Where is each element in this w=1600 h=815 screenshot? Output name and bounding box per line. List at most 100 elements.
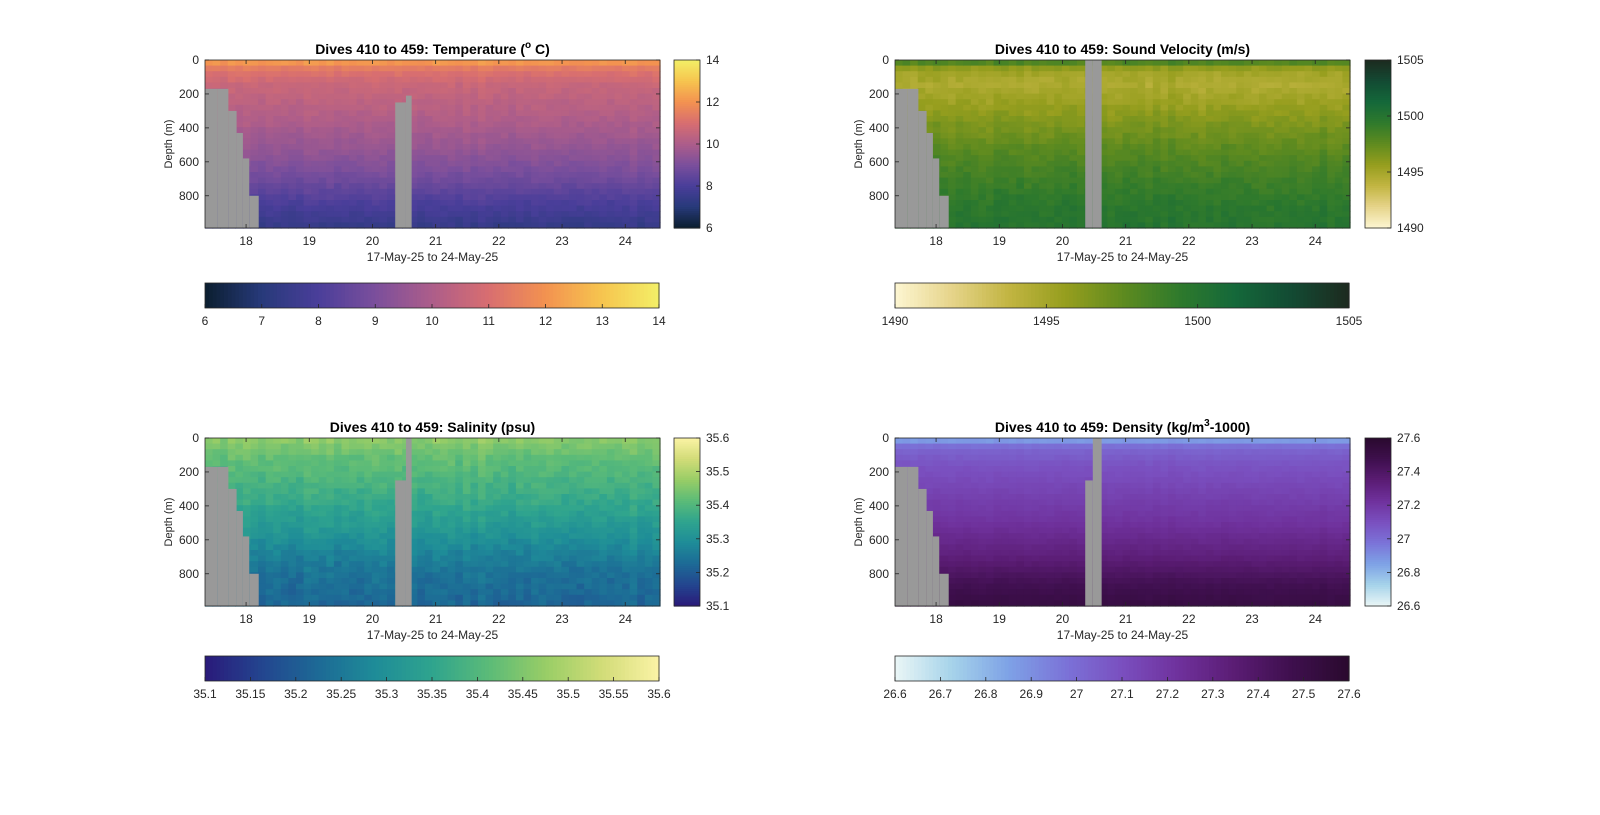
heatmap-cell	[1054, 82, 1063, 89]
heatmap-cell	[470, 177, 479, 184]
heatmap-cell	[940, 104, 949, 111]
heatmap-cell	[1016, 211, 1025, 218]
heatmap-cell	[379, 499, 388, 506]
heatmap-cell	[303, 544, 312, 551]
y-axis-label: Depth (m)	[853, 120, 865, 169]
heatmap-cell	[925, 76, 934, 83]
heatmap-cell	[364, 471, 373, 478]
heatmap-cell	[1274, 132, 1283, 139]
heatmap-cell	[288, 60, 297, 67]
heatmap-cell	[1334, 138, 1344, 145]
heatmap-cell	[1327, 194, 1336, 201]
heatmap-cell	[455, 188, 464, 195]
heatmap-cell	[591, 160, 600, 167]
heatmap-cell	[1069, 76, 1078, 83]
heatmap-cell	[1236, 200, 1245, 207]
heatmap-cell	[1046, 138, 1055, 145]
heatmap-cell	[538, 222, 547, 229]
heatmap-cell	[409, 82, 418, 89]
heatmap-cell	[485, 104, 494, 111]
heatmap-cell	[447, 104, 456, 111]
heatmap-cell	[1266, 127, 1275, 134]
heatmap-cell	[1221, 172, 1230, 179]
heatmap-cell	[273, 194, 282, 201]
heatmap-cell	[288, 510, 297, 517]
heatmap-cell	[1114, 132, 1124, 139]
heatmap-cell	[1183, 211, 1192, 218]
heatmap-cell	[258, 578, 267, 585]
heatmap-cell	[1152, 60, 1162, 67]
heatmap-cell	[637, 116, 646, 123]
heatmap-cell	[387, 127, 396, 134]
x-tick-label: 24	[1309, 234, 1323, 248]
heatmap-cell	[584, 183, 593, 190]
no-data-mask	[217, 88, 229, 229]
heatmap-cell	[258, 600, 267, 607]
heatmap-cell	[614, 121, 623, 128]
heatmap-cell	[1016, 121, 1025, 128]
heatmap-cell	[508, 76, 517, 83]
heatmap-cell	[1114, 127, 1124, 134]
colorbar-swatch	[481, 283, 486, 308]
heatmap-cell	[447, 82, 456, 89]
heatmap-cell	[250, 132, 259, 139]
heatmap-cell	[1069, 127, 1078, 134]
heatmap-cell	[1077, 160, 1086, 167]
colorbar-swatch	[674, 154, 700, 158]
heatmap-cell	[515, 110, 525, 117]
heatmap-cell	[1183, 121, 1192, 128]
heatmap-cell	[205, 76, 214, 83]
heatmap-cell	[652, 149, 661, 156]
heatmap-cell	[963, 211, 972, 218]
heatmap-cell	[485, 76, 494, 83]
heatmap-cell	[940, 132, 949, 139]
heatmap-cell	[1054, 132, 1063, 139]
heatmap-cell	[356, 160, 365, 167]
heatmap-cell	[303, 65, 312, 72]
heatmap-cell	[902, 71, 911, 78]
heatmap-cell	[1099, 121, 1108, 128]
heatmap-cell	[515, 99, 525, 106]
colorbar-swatch	[1193, 283, 1199, 308]
heatmap-cell	[424, 82, 434, 89]
heatmap-cell	[280, 166, 290, 173]
heatmap-cell	[417, 194, 426, 201]
heatmap-cell	[356, 216, 365, 223]
heatmap-cell	[1281, 205, 1290, 212]
colorbar-tick-label: 6	[706, 221, 713, 235]
heatmap-cell	[318, 477, 327, 484]
heatmap-cell	[1061, 71, 1071, 78]
heatmap-cell	[629, 65, 638, 72]
heatmap-cell	[515, 222, 525, 229]
heatmap-cell	[1122, 121, 1131, 128]
heatmap-cell	[553, 216, 563, 223]
heatmap-cell	[1259, 82, 1268, 89]
heatmap-cell	[280, 510, 290, 517]
heatmap-cell	[500, 65, 509, 72]
colorbar-swatch	[1299, 283, 1305, 308]
heatmap-cell	[1296, 144, 1306, 151]
heatmap-cell	[1039, 138, 1048, 145]
heatmap-cell	[523, 144, 532, 151]
heatmap-cell	[1107, 216, 1116, 223]
heatmap-cell	[970, 88, 980, 95]
heatmap-cell	[258, 449, 267, 456]
colorbar-tick-label: 1490	[882, 314, 909, 328]
heatmap-cell	[561, 116, 570, 123]
heatmap-cell	[652, 216, 661, 223]
heatmap-cell	[546, 65, 555, 72]
colorbar-swatch	[526, 283, 531, 308]
heatmap-cell	[364, 527, 373, 534]
heatmap-cell	[242, 82, 252, 89]
heatmap-cell	[288, 505, 297, 512]
heatmap-cell	[629, 116, 638, 123]
heatmap-cell	[364, 88, 373, 95]
heatmap-cell	[318, 600, 327, 607]
heatmap-cell	[242, 516, 252, 523]
colorbar-swatch	[959, 283, 964, 308]
heatmap-cell	[280, 477, 290, 484]
heatmap-cell	[1023, 172, 1033, 179]
colorbar-swatch	[1365, 112, 1391, 116]
heatmap-cell	[1327, 200, 1336, 207]
colorbar-swatch	[674, 148, 700, 151]
